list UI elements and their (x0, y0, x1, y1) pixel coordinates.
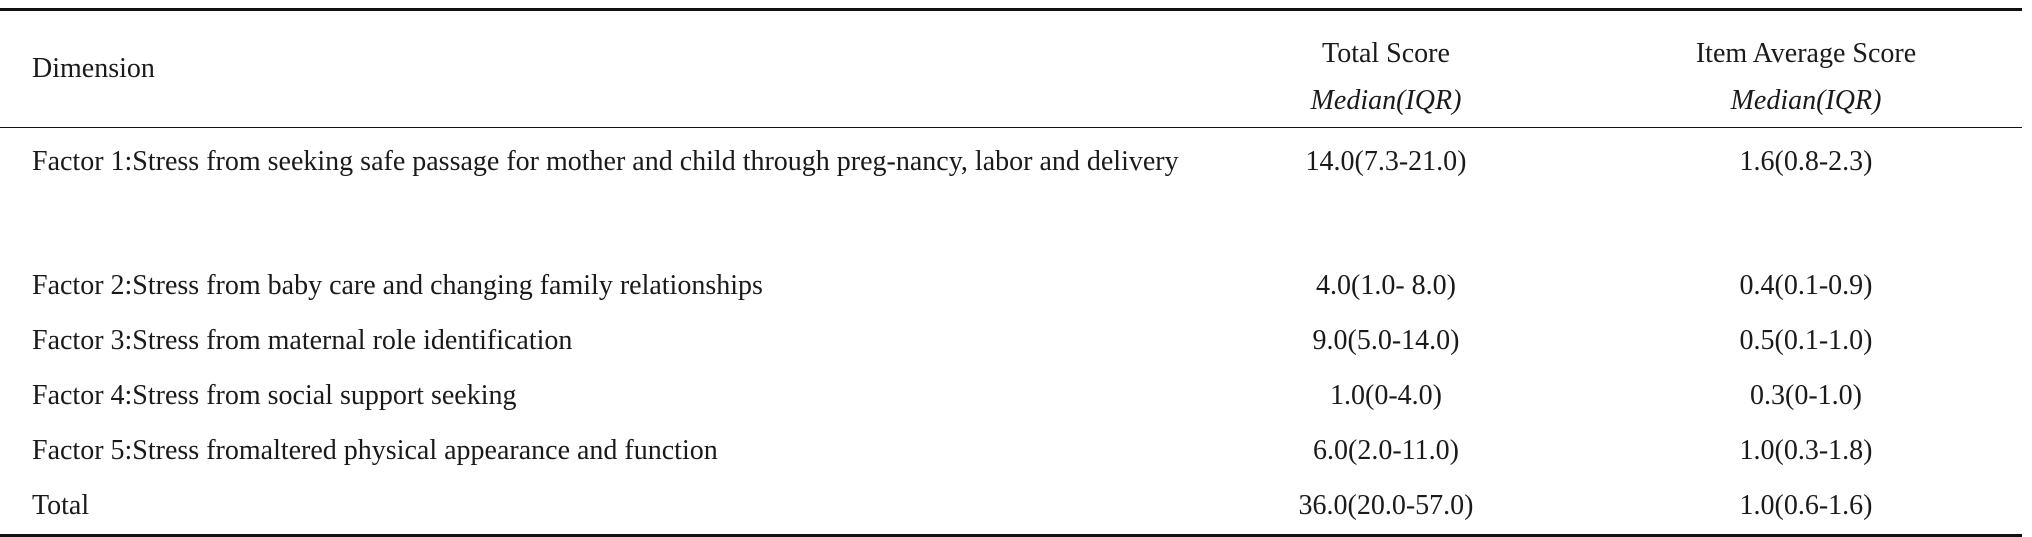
table-row: Factor 4:Stress from social support seek… (0, 368, 2022, 423)
cell-total-score: 6.0(2.0-11.0) (1313, 434, 1459, 466)
header-row-1: Dimension Total Score Item Average Score (0, 8, 2022, 128)
header-total-score-sub: Median(IQR) (1182, 74, 1590, 128)
header-item-average-sub: Median(IQR) (1590, 74, 2022, 128)
results-table: Dimension Total Score Item Average Score… (0, 8, 2022, 537)
table-row: Factor 1:Stress from seeking safe passag… (0, 128, 2022, 259)
cell-item-average: 1.6(0.8-2.3) (1739, 146, 1873, 177)
cell-dimension: Factor 5:Stress fromaltered physical app… (32, 434, 718, 466)
cell-total-score: 14.0(7.3-21.0) (1305, 146, 1467, 177)
table-row: Factor 5:Stress fromaltered physical app… (0, 423, 2022, 478)
table-row: Factor 2:Stress from baby care and chang… (0, 258, 2022, 313)
cell-dimension: Factor 2:Stress from baby care and chang… (32, 269, 763, 301)
cell-dimension: Factor 4:Stress from social support seek… (32, 379, 517, 411)
header-dimension: Dimension (0, 8, 1182, 128)
table-body: Factor 1:Stress from seeking safe passag… (0, 128, 2022, 537)
cell-item-average: 1.0(0.3-1.8) (1739, 434, 1873, 466)
cell-item-average: 0.5(0.1-1.0) (1739, 324, 1873, 356)
cell-item-average: 0.4(0.1-0.9) (1739, 269, 1873, 301)
table-row: Factor 3:Stress from maternal role ident… (0, 313, 2022, 368)
header-item-average-score: Item Average Score (1590, 8, 2022, 74)
cell-total-score: 1.0(0-4.0) (1330, 379, 1442, 411)
cell-total-score: 9.0(5.0-14.0) (1312, 324, 1460, 356)
header-total-score: Total Score (1182, 8, 1590, 74)
table-row: Total 36.0(20.0-57.0) 1.0(0.6-1.6) (0, 478, 2022, 537)
cell-total-score: 36.0(20.0-57.0) (1182, 478, 1590, 537)
header-row-2: Median(IQR) Median(IQR) (0, 74, 2022, 128)
cell-item-average: 1.0(0.6-1.6) (1590, 478, 2022, 537)
cell-item-average: 0.3(0-1.0) (1750, 379, 1862, 411)
cell-dimension: Factor 1:Stress from seeking safe passag… (32, 146, 1179, 177)
cell-dimension: Total (0, 478, 1182, 537)
table-header: Dimension Total Score Item Average Score… (0, 8, 2022, 128)
cell-dimension: Factor 3:Stress from maternal role ident… (32, 324, 573, 356)
cell-total-score: 4.0(1.0- 8.0) (1316, 269, 1456, 301)
